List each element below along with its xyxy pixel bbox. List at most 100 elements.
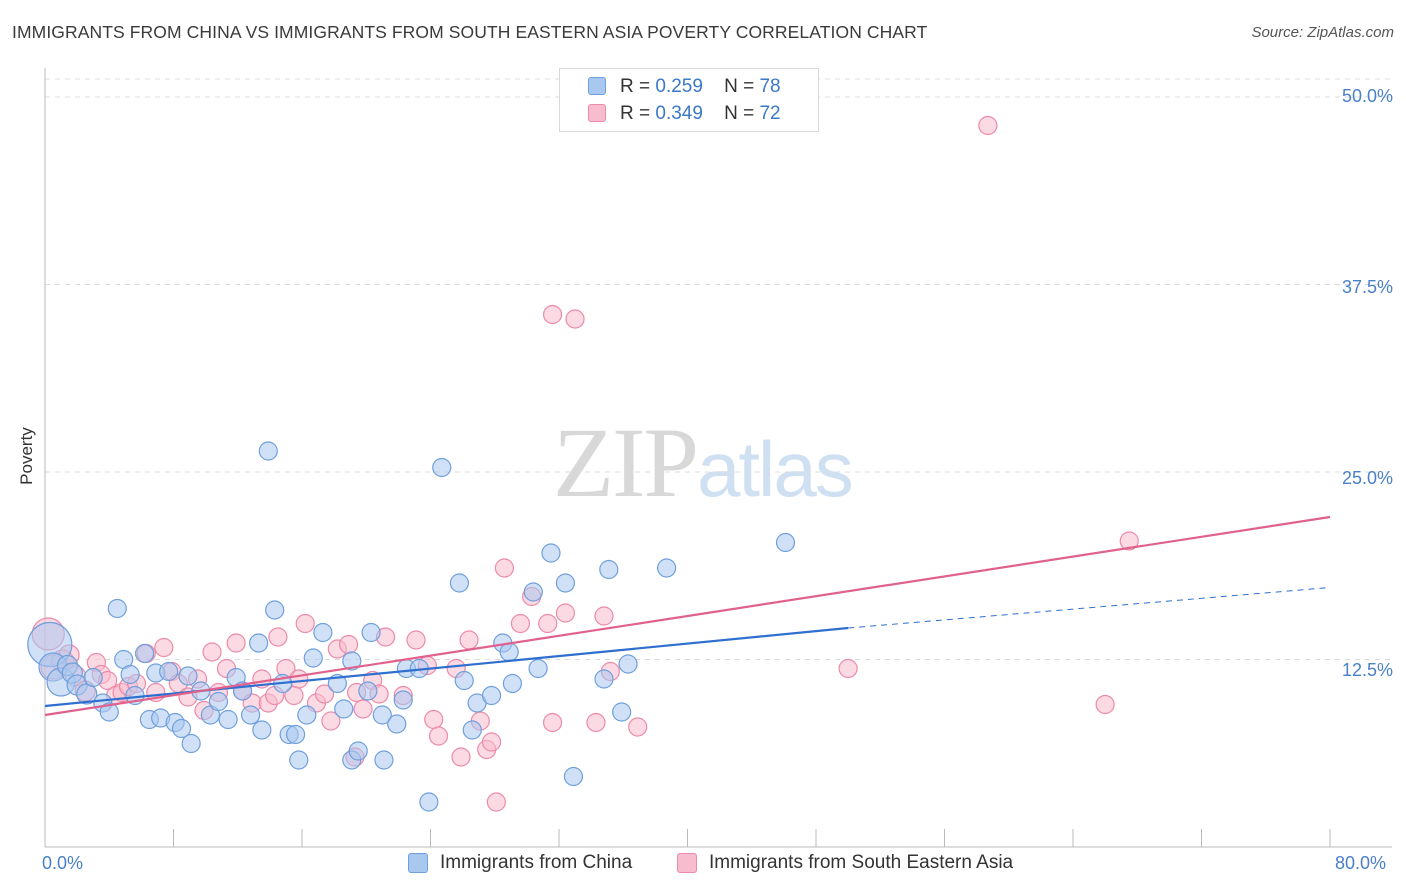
sea-point — [321, 711, 341, 731]
grid-lines — [45, 78, 1392, 660]
china-point — [120, 664, 140, 685]
china-point — [361, 622, 381, 643]
china-point — [342, 651, 362, 671]
china-point — [289, 750, 309, 770]
china-point — [313, 622, 333, 643]
bottom-legend-label-china: Immigrants from China — [440, 852, 633, 873]
china-point — [303, 648, 323, 668]
china-point — [563, 766, 584, 787]
china-point — [462, 720, 482, 740]
zipatlas-watermark: ZIPatlas — [553, 405, 854, 520]
x-tick-label-min: 0.0% — [42, 853, 84, 873]
china-point — [218, 709, 238, 730]
sea-point — [1119, 531, 1139, 551]
sea-point — [628, 717, 648, 737]
sea-point — [406, 630, 426, 650]
china-point — [612, 702, 632, 722]
china-point — [249, 633, 269, 653]
legend-text-sea: R = 0.349 N = 72 — [620, 103, 781, 124]
china-point — [499, 642, 519, 662]
sea-trend-line — [44, 515, 1331, 717]
sea-point — [565, 309, 585, 329]
china-point — [258, 441, 278, 461]
sea-point — [594, 606, 614, 626]
china-point — [555, 573, 576, 593]
sea-point — [555, 603, 576, 623]
sea-point — [586, 712, 606, 733]
sea-point — [459, 630, 479, 650]
china-point — [107, 598, 127, 619]
y-tick-label: 50.0% — [1341, 86, 1393, 106]
china-point — [599, 559, 619, 580]
china-point — [618, 654, 638, 674]
china-point — [171, 718, 192, 739]
sea-point — [289, 669, 309, 689]
sea-point — [451, 747, 471, 767]
china-point — [449, 573, 470, 593]
china-point — [334, 699, 354, 719]
china-point — [297, 705, 317, 725]
sea-point — [314, 684, 335, 704]
sea-point — [1095, 694, 1115, 715]
sea-point — [295, 613, 315, 634]
china-point — [775, 532, 796, 553]
china-point — [99, 702, 119, 722]
sea-point — [510, 613, 531, 634]
china-point — [374, 750, 394, 770]
china-point — [178, 666, 198, 686]
y-tick-label: 25.0% — [1341, 468, 1393, 488]
china-point — [387, 714, 407, 734]
sea-point — [338, 634, 359, 655]
y-tick-label: 12.5% — [1341, 660, 1393, 680]
china-point — [454, 670, 474, 691]
chart-title: IMMIGRANTS FROM CHINA VS IMMIGRANTS FROM… — [12, 22, 928, 42]
china-point — [657, 558, 677, 578]
china-trend-line — [44, 626, 849, 708]
china-trend-extension — [848, 587, 1331, 629]
china-point — [265, 600, 285, 620]
china-point — [159, 661, 179, 682]
china-point — [541, 543, 561, 563]
sea-point — [978, 115, 998, 136]
sea-point — [226, 633, 246, 653]
bottom-legend-swatch-china — [408, 853, 428, 873]
sea-point — [268, 627, 288, 647]
sea-point — [353, 699, 373, 719]
china-point — [393, 690, 413, 710]
sea-point — [494, 558, 514, 578]
sea-point — [202, 642, 222, 662]
sea-point — [542, 712, 563, 733]
legend-text-china: R = 0.259 N = 78 — [620, 76, 781, 97]
china-points — [27, 441, 796, 812]
x-tick-label-max: 80.0% — [1335, 853, 1387, 873]
china-point — [419, 792, 439, 812]
legend-swatch-china — [588, 77, 606, 95]
trend-lines — [44, 515, 1331, 717]
bottom-legend-label-sea: Immigrants from South Eastern Asia — [709, 852, 1014, 873]
watermark-zip: ZIP — [553, 407, 699, 518]
china-point — [372, 705, 392, 725]
axes — [44, 68, 1392, 848]
sea-point — [486, 792, 506, 812]
china-point — [208, 691, 229, 712]
sea-point — [542, 304, 563, 325]
legend-swatch-sea — [588, 104, 606, 122]
sea-point — [838, 658, 858, 679]
source-credit: Source: ZipAtlas.com — [1251, 24, 1394, 41]
china-point — [348, 741, 368, 761]
sea-point — [154, 637, 174, 658]
watermark-atlas: atlas — [697, 425, 854, 513]
china-point — [83, 667, 103, 688]
correlation-legend: R = 0.259 N = 78 R = 0.349 N = 72 — [559, 68, 819, 132]
china-point — [252, 720, 272, 740]
y-tick-label: 37.5% — [1341, 277, 1393, 297]
china-point — [523, 582, 543, 602]
sea-point — [538, 613, 558, 634]
sea-point — [481, 732, 502, 752]
bottom-legend-swatch-sea — [677, 853, 697, 873]
sea-point — [424, 709, 444, 730]
sea-point — [428, 726, 449, 746]
china-point — [481, 685, 502, 706]
sea-points — [31, 115, 1139, 812]
